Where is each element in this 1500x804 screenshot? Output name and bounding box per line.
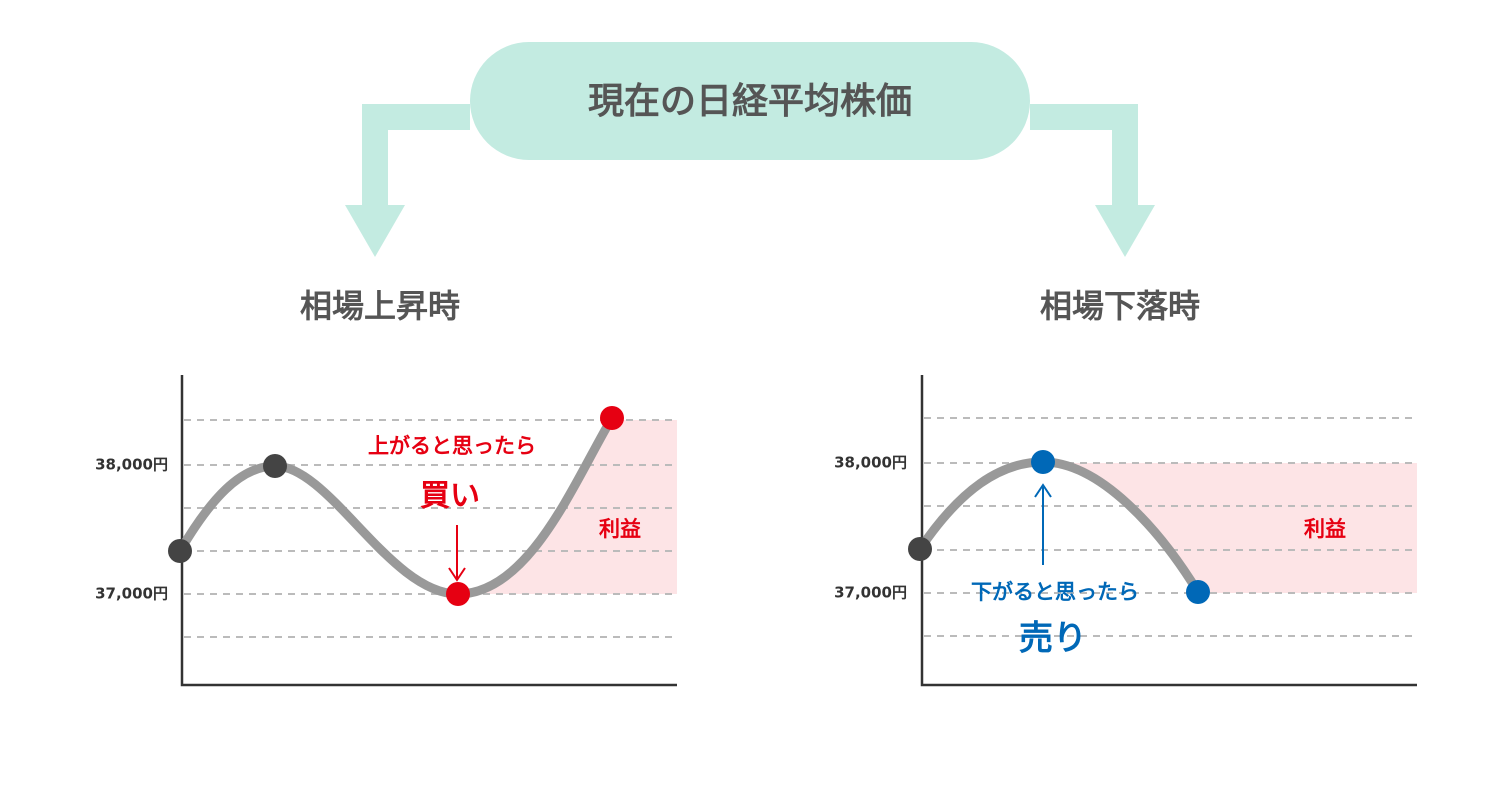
up-arrow [1034, 483, 1052, 565]
arrow-left-head [345, 205, 405, 257]
y-label: 38,000円 [95, 456, 168, 474]
profit-area [1043, 463, 1417, 593]
rise-chart: 38,000円 37,000円 上がると思ったら 買い 利益 [95, 375, 677, 687]
panel-heading: 相場上昇時 [300, 287, 460, 325]
note: 上がると思ったら [368, 434, 536, 458]
down-arrow [448, 525, 466, 582]
y-label: 38,000円 [834, 454, 907, 472]
fall-chart: 38,000円 37,000円 下がると思ったら 売り 利益 [834, 375, 1417, 687]
profit-label: 利益 [599, 517, 641, 541]
arrow-left [362, 104, 470, 215]
point [1186, 580, 1210, 604]
arrow-right-head [1095, 205, 1155, 257]
point [908, 537, 932, 561]
price-curve [175, 413, 617, 599]
arrow-right [1030, 104, 1138, 215]
note: 下がると思ったら [971, 580, 1139, 604]
axes [180, 375, 677, 687]
action: 売り [1019, 619, 1087, 659]
title-pill [470, 42, 1030, 160]
title: 現在の日経平均株価 [588, 81, 912, 122]
point [600, 406, 624, 430]
profit-label: 利益 [1304, 517, 1346, 541]
point [263, 454, 287, 478]
y-label: 37,000円 [834, 584, 907, 602]
sell-point [1031, 450, 1055, 474]
action: 買い [420, 479, 480, 514]
buy-point [446, 582, 470, 606]
axes [920, 375, 1417, 687]
panel-heading: 相場下落時 [1040, 287, 1200, 325]
y-label: 37,000円 [95, 585, 168, 603]
point [168, 539, 192, 563]
